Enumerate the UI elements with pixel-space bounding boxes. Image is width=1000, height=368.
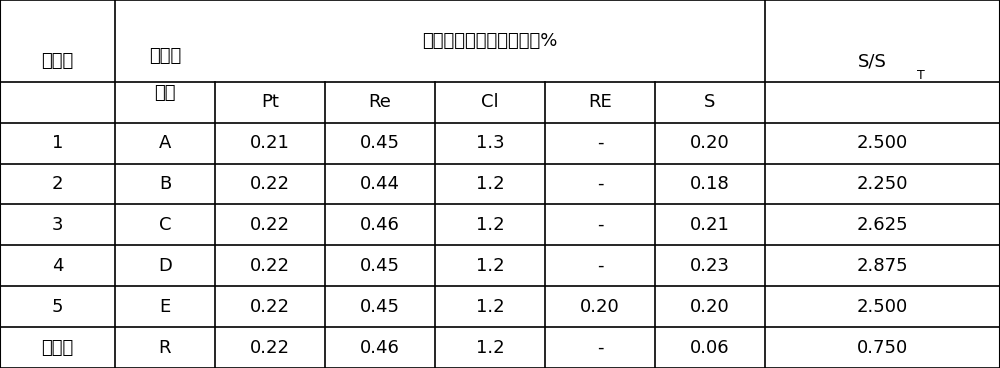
Text: 0.45: 0.45 — [360, 134, 400, 152]
Text: 催化剂各组分含量，质量%: 催化剂各组分含量，质量% — [422, 32, 558, 50]
Text: RE: RE — [588, 93, 612, 111]
Text: 0.06: 0.06 — [690, 339, 730, 357]
Text: 0.45: 0.45 — [360, 298, 400, 316]
Text: 0.21: 0.21 — [250, 134, 290, 152]
Text: -: - — [597, 134, 603, 152]
Text: 0.18: 0.18 — [690, 175, 730, 193]
Text: 5: 5 — [52, 298, 63, 316]
Text: 1: 1 — [52, 134, 63, 152]
Text: Re: Re — [369, 93, 391, 111]
Text: 0.21: 0.21 — [690, 216, 730, 234]
Text: 4: 4 — [52, 257, 63, 275]
Text: 2.500: 2.500 — [857, 134, 908, 152]
Text: R: R — [159, 339, 171, 357]
Text: 0.22: 0.22 — [250, 339, 290, 357]
Text: 催化剂: 催化剂 — [149, 47, 181, 65]
Text: S: S — [704, 93, 716, 111]
Text: -: - — [597, 339, 603, 357]
Text: -: - — [597, 216, 603, 234]
Text: 实例号: 实例号 — [41, 52, 74, 70]
Text: 1.2: 1.2 — [476, 339, 504, 357]
Text: 0.750: 0.750 — [857, 339, 908, 357]
Text: 2.625: 2.625 — [857, 216, 908, 234]
Text: 1.3: 1.3 — [476, 134, 504, 152]
Text: 1.2: 1.2 — [476, 257, 504, 275]
Text: 0.20: 0.20 — [690, 134, 730, 152]
Text: D: D — [158, 257, 172, 275]
Text: A: A — [159, 134, 171, 152]
Text: B: B — [159, 175, 171, 193]
Text: -: - — [597, 175, 603, 193]
Text: 1.2: 1.2 — [476, 175, 504, 193]
Text: 2: 2 — [52, 175, 63, 193]
Text: 0.22: 0.22 — [250, 216, 290, 234]
Text: C: C — [159, 216, 171, 234]
Text: 0.46: 0.46 — [360, 216, 400, 234]
Text: 0.20: 0.20 — [580, 298, 620, 316]
Text: 1.2: 1.2 — [476, 298, 504, 316]
Text: 0.22: 0.22 — [250, 298, 290, 316]
Text: 0.20: 0.20 — [690, 298, 730, 316]
Text: 0.45: 0.45 — [360, 257, 400, 275]
Text: 0.46: 0.46 — [360, 339, 400, 357]
Text: 2.500: 2.500 — [857, 298, 908, 316]
Text: Cl: Cl — [481, 93, 499, 111]
Text: 0.22: 0.22 — [250, 175, 290, 193]
Text: -: - — [597, 257, 603, 275]
Text: E: E — [159, 298, 171, 316]
Text: 编号: 编号 — [154, 84, 176, 102]
Text: 2.875: 2.875 — [857, 257, 908, 275]
Text: S/S: S/S — [858, 52, 887, 70]
Text: 0.22: 0.22 — [250, 257, 290, 275]
Text: T: T — [917, 69, 924, 82]
Text: 2.250: 2.250 — [857, 175, 908, 193]
Text: 0.44: 0.44 — [360, 175, 400, 193]
Text: 3: 3 — [52, 216, 63, 234]
Text: 对比例: 对比例 — [41, 339, 74, 357]
Text: Pt: Pt — [261, 93, 279, 111]
Text: 0.23: 0.23 — [690, 257, 730, 275]
Text: 1.2: 1.2 — [476, 216, 504, 234]
